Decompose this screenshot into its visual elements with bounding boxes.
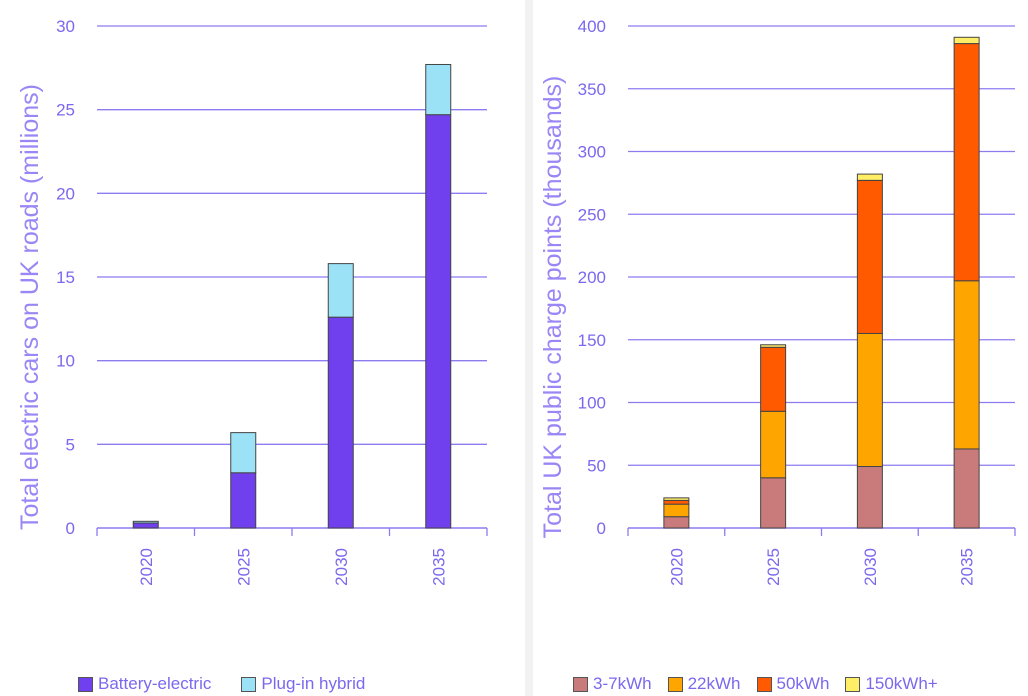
legend-swatch <box>573 676 588 692</box>
legend-label: 22kWh <box>687 674 741 693</box>
bar-22kwh-2025 <box>760 410 787 479</box>
left-chart-panel: 0 5 10 15 20 25 30 2020 2025 2030 2035 Total electr… <box>16 17 488 694</box>
x-tick-label: 2035 <box>958 548 977 586</box>
legend-label: Battery-electric <box>98 674 212 693</box>
charge-points-chart: 0 50 100 150 200 250 300 350 400 2020 2025 2030 2035… <box>539 17 1016 586</box>
y-tick-label: 200 <box>578 268 606 287</box>
legend-item: 50kWh <box>756 674 830 694</box>
x-tick-label: 2025 <box>234 548 253 586</box>
legend-item: Battery-electric <box>78 674 211 694</box>
legend-item: Plug-in hybrid <box>241 674 365 694</box>
legend-swatch <box>667 676 683 692</box>
y-axis-title: Total electric cars on UK roads (million… <box>16 84 44 530</box>
electric-cars-legend: Battery-electric Plug-in hybrid <box>78 674 365 694</box>
y-tick-label: 15 <box>56 268 75 287</box>
y-tick-label: 0 <box>66 519 75 538</box>
y-tick-label: 10 <box>56 352 75 371</box>
bar-150kwh--2035 <box>953 36 980 45</box>
y-tick-label: 25 <box>56 101 75 120</box>
legend-swatch <box>241 676 257 692</box>
x-tick-label: 2030 <box>332 548 351 586</box>
bar-22kwh-2035 <box>953 280 980 450</box>
legend-swatch <box>78 676 93 692</box>
legend-label: Plug-in hybrid <box>261 674 366 693</box>
legend-item: 3-7kWh <box>573 674 652 694</box>
y-tick-label: 400 <box>578 17 606 36</box>
y-tick-label: 350 <box>578 80 606 99</box>
legend-item: 22kWh <box>667 674 741 694</box>
bar-battery-electric-2025 <box>230 472 257 529</box>
legend-item: 150kWh+ <box>845 674 938 694</box>
bar-battery-electric-2030 <box>327 316 354 529</box>
y-tick-label: 300 <box>578 143 606 162</box>
bar-150kwh--2020 <box>663 497 690 501</box>
panel-divider <box>525 0 533 696</box>
bar-battery-electric-2035 <box>425 114 452 529</box>
bar-22kwh-2030 <box>856 332 883 468</box>
bar-50kwh-2035 <box>953 43 980 282</box>
bar-plug-in-hybrid-2030 <box>327 263 354 318</box>
charge-points-legend: 3-7kWh 22kWh 50kWh 150kWh+ <box>573 674 938 694</box>
y-axis-title: Total UK public charge points (thousands… <box>539 76 567 539</box>
legend-label: 150kWh+ <box>865 674 938 693</box>
bar-22kwh-2020 <box>663 503 690 518</box>
y-tick-label: 0 <box>597 519 606 538</box>
y-tick-label: 250 <box>578 205 606 224</box>
bar-150kwh--2025 <box>760 344 787 348</box>
y-tick-label: 100 <box>578 394 606 413</box>
legend-label: 3-7kWh <box>593 674 652 693</box>
y-tick-label: 20 <box>56 184 75 203</box>
y-tick-label: 50 <box>587 456 606 475</box>
bar-3-7kwh-2035 <box>953 448 980 529</box>
bar-50kwh-2025 <box>760 346 787 412</box>
bar-3-7kwh-2025 <box>760 477 787 529</box>
y-tick-label: 150 <box>578 331 606 350</box>
bar-3-7kwh-2030 <box>856 466 883 529</box>
x-tick-label: 2025 <box>764 548 783 586</box>
bar-plug-in-hybrid-2035 <box>425 63 452 116</box>
right-chart-panel: 0 50 100 150 200 250 300 350 400 2020 2025 2030 2035… <box>533 0 1028 696</box>
x-tick-label: 2020 <box>667 548 686 586</box>
bar-50kwh-2030 <box>856 179 883 334</box>
y-tick-label: 30 <box>56 17 75 36</box>
x-tick-label: 2030 <box>861 548 880 586</box>
bar-plug-in-hybrid-2020 <box>132 520 159 524</box>
legend-swatch <box>845 676 861 692</box>
x-tick-label: 2020 <box>137 548 156 586</box>
legend-label: 50kWh <box>776 674 830 693</box>
bar-50kwh-2020 <box>663 499 690 505</box>
bar-plug-in-hybrid-2025 <box>230 432 257 474</box>
bar-battery-electric-2020 <box>132 522 159 529</box>
x-tick-label: 2035 <box>429 548 448 586</box>
bar-3-7kwh-2020 <box>663 516 690 529</box>
legend-swatch <box>756 676 772 692</box>
bar-150kwh--2030 <box>856 173 883 181</box>
y-tick-label: 5 <box>66 435 75 454</box>
